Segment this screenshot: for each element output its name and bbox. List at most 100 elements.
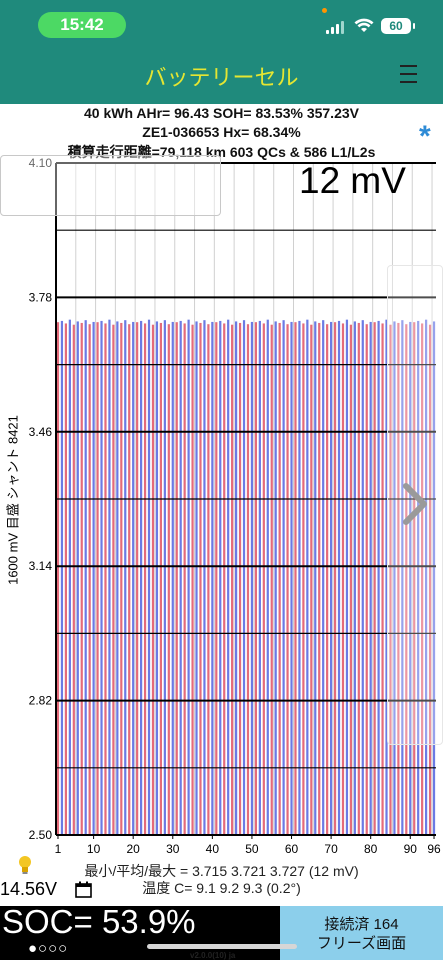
cell-bar	[266, 319, 269, 835]
cell-bar	[417, 320, 420, 835]
calendar-icon[interactable]	[75, 881, 92, 898]
cell-bar	[231, 324, 234, 835]
cell-bar	[195, 321, 198, 835]
cell-bar	[199, 322, 202, 835]
cell-bar	[393, 321, 396, 835]
y-tick-label: 3.78	[29, 290, 53, 304]
cell-bar	[175, 322, 178, 835]
soc-value: SOC= 53.9%	[2, 903, 196, 940]
cell-bar	[333, 322, 337, 835]
cell-bar	[345, 319, 349, 835]
x-tick-label: 90	[404, 842, 418, 856]
cell-bar	[183, 323, 186, 835]
cell-bar	[401, 320, 404, 835]
header-bar: 15:42 60 バッテリーセル	[0, 0, 443, 104]
cell-bar	[72, 324, 75, 835]
cell-bar	[298, 320, 301, 835]
info-line-2: ZE1-036653 Hx= 68.34%	[142, 124, 301, 140]
page-title: バッテリーセル	[144, 65, 299, 90]
cell-bar	[278, 322, 281, 835]
cell-bar	[306, 319, 309, 835]
side-overlay-panel	[387, 265, 443, 745]
cell-bar	[389, 324, 392, 835]
cell-bar	[227, 319, 230, 835]
cell-bar	[341, 323, 345, 835]
cell-bar	[428, 324, 432, 835]
x-tick-label: 80	[364, 842, 378, 856]
cell-bar	[60, 320, 64, 835]
cell-bar	[349, 324, 353, 835]
cell-bar	[159, 322, 163, 835]
cell-bar	[310, 324, 313, 835]
cell-bar	[151, 324, 155, 835]
aux-battery-voltage: 14.56V	[0, 879, 58, 899]
cell-bar	[147, 319, 151, 835]
cell-bar	[270, 324, 273, 835]
cell-bar	[373, 322, 376, 835]
cell-bar	[171, 321, 174, 835]
cell-bar	[318, 322, 321, 835]
temperature-stats: 温度 C= 9.1 9.2 9.3 (0.2°)	[142, 880, 301, 896]
x-tick-label: 10	[87, 842, 101, 856]
cell-bar	[377, 320, 380, 835]
cell-bar	[155, 321, 159, 835]
cell-bar	[250, 321, 254, 835]
cell-bar	[80, 322, 83, 835]
cell-bar	[238, 322, 242, 835]
cell-bar	[234, 321, 238, 835]
y-tick-label: 3.46	[29, 425, 53, 439]
cell-bar	[246, 324, 250, 835]
cell-bar	[421, 323, 424, 835]
freeze-screen-button[interactable]: フリーズ画面	[316, 935, 407, 952]
cell-bar	[215, 322, 218, 835]
cell-bar	[108, 319, 111, 835]
cell-bar	[294, 322, 297, 835]
wifi-icon	[354, 18, 374, 32]
overlay-panel	[0, 155, 221, 216]
cell-bar	[128, 324, 131, 835]
cell-bar	[405, 324, 408, 835]
cell-bar	[207, 324, 210, 835]
cell-bar	[88, 324, 91, 835]
x-tick-label: 20	[127, 842, 141, 856]
cell-bar	[432, 321, 436, 835]
signal-icon	[326, 20, 348, 34]
voltage-stats: 最小/平均/最大 = 3.715 3.721 3.727 (12 mV)	[84, 863, 359, 879]
cell-bar	[365, 324, 368, 835]
cell-bar	[369, 321, 372, 835]
page-indicator[interactable]: ●○○○	[28, 940, 69, 957]
cell-bar	[96, 322, 99, 835]
home-indicator[interactable]	[147, 944, 297, 949]
soc-panel	[0, 906, 280, 960]
cell-bar	[353, 321, 356, 835]
y-tick-label: 2.82	[29, 694, 53, 708]
cell-bar	[381, 323, 384, 835]
cell-bar	[76, 321, 79, 835]
cell-bar	[112, 324, 115, 835]
x-tick-label: 96	[427, 842, 441, 856]
x-tick-label: 70	[324, 842, 338, 856]
bulb-icon[interactable]	[18, 855, 32, 875]
cell-bar	[286, 324, 289, 835]
cell-bar	[191, 324, 194, 835]
x-tick-label: 40	[206, 842, 220, 856]
asterisk-icon[interactable]: *	[419, 120, 431, 153]
cell-bar	[124, 320, 127, 835]
cell-bar	[219, 320, 222, 835]
cell-bar	[329, 321, 333, 835]
cell-bar	[413, 322, 416, 835]
cell-voltage-chart: 4.10 3.78 3.46 3.14 2.82 2.501 10 20 30 40 50 60 70 8…	[29, 156, 441, 856]
connection-panel[interactable]	[280, 906, 443, 960]
chevron-right-icon[interactable]	[400, 482, 430, 526]
cell-bar	[116, 321, 119, 835]
hamburger-menu-icon[interactable]	[400, 63, 417, 85]
cell-bar	[385, 319, 388, 835]
cell-bar	[179, 320, 182, 835]
y-tick-label: 3.14	[29, 559, 53, 573]
chart-title: 12 mV	[299, 160, 406, 201]
connection-status: 接続済 164	[324, 916, 399, 933]
cell-bar	[223, 323, 226, 835]
y-tick-label: 4.10	[29, 156, 53, 170]
cell-bar	[120, 322, 123, 835]
cell-bar	[254, 322, 258, 835]
